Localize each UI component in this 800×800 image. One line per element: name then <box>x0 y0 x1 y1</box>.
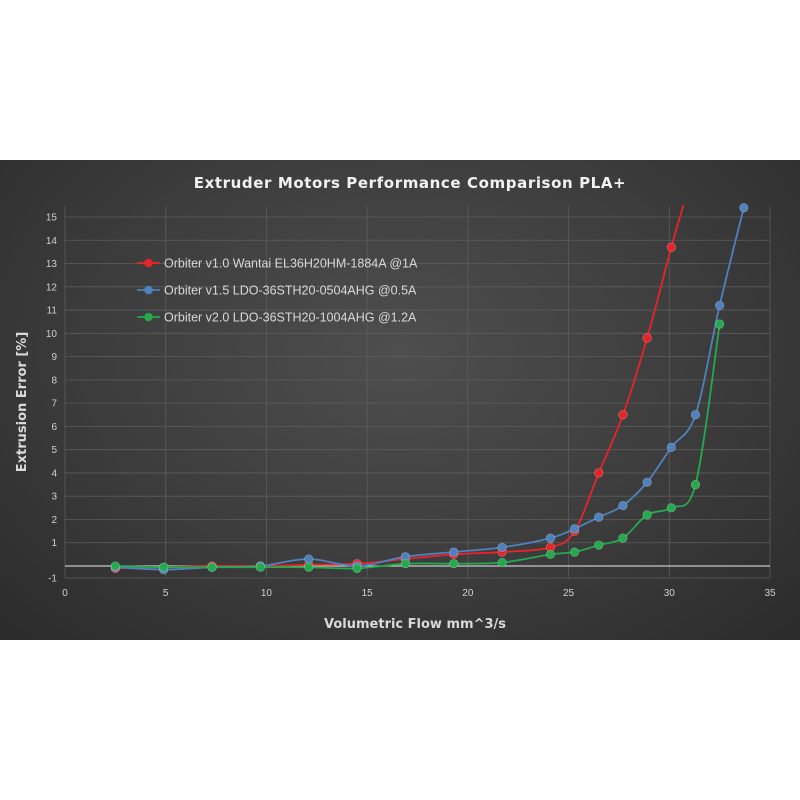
chart-panel: Extruder Motors Performance Comparison P… <box>0 160 800 640</box>
data-point <box>255 562 265 572</box>
data-point <box>304 562 314 572</box>
data-point <box>352 563 362 574</box>
data-point <box>570 524 580 534</box>
y-tick-label: 5 <box>51 445 57 456</box>
y-tick-label: 13 <box>46 259 58 270</box>
y-tick-label: 3 <box>51 492 57 503</box>
grid <box>64 206 771 579</box>
data-point <box>594 512 604 522</box>
series-layer <box>110 203 749 575</box>
y-axis-title: Extrusion Error [%] <box>15 332 30 473</box>
y-tick-label: 14 <box>46 236 58 247</box>
data-point <box>715 300 725 311</box>
legend-item-1: Orbiter v1.0 Wantai EL36H20HM-1884A @1A <box>137 257 418 271</box>
data-point <box>449 547 459 557</box>
x-tick-label: 30 <box>664 588 676 599</box>
data-point <box>690 479 701 490</box>
y-tick-label: 4 <box>51 468 57 479</box>
data-point <box>304 554 314 564</box>
data-point <box>545 549 556 559</box>
x-tick-label: 20 <box>462 588 474 599</box>
data-point <box>449 559 459 569</box>
legend-label: Orbiter v1.5 LDO-36STH20-0504AHG @0.5A <box>164 284 417 298</box>
data-point <box>666 503 676 513</box>
data-point <box>570 547 580 557</box>
data-point <box>642 510 652 520</box>
x-tick-label: 10 <box>261 588 273 599</box>
data-point <box>400 559 411 569</box>
data-point <box>594 468 604 478</box>
x-axis-title: Volumetric Flow mm^3/s <box>324 617 506 632</box>
line-chart: Extruder Motors Performance Comparison P… <box>15 174 776 632</box>
data-point <box>715 319 725 329</box>
data-point <box>618 410 628 420</box>
y-tick-label: 2 <box>51 515 57 526</box>
data-point <box>690 410 701 420</box>
data-point <box>739 203 749 213</box>
x-tick-label: 35 <box>764 588 776 599</box>
data-point <box>642 333 652 343</box>
data-point <box>159 562 169 572</box>
y-tick-label: 7 <box>51 399 57 410</box>
x-tick-label: 0 <box>62 588 68 599</box>
data-point <box>545 533 556 543</box>
y-tick-label: 10 <box>46 329 58 340</box>
y-tick-label: 15 <box>46 213 58 224</box>
legend-label: Orbiter v2.0 LDO-36STH20-1004AHG @1.2A <box>164 311 417 325</box>
data-point <box>497 542 507 552</box>
x-tick-label: 25 <box>563 588 575 599</box>
data-point <box>618 500 628 511</box>
series-3 <box>110 319 725 574</box>
y-tick-label: 6 <box>51 422 57 433</box>
legend-marker <box>144 258 153 268</box>
x-tick-label: 5 <box>163 588 169 599</box>
legend-item-2: Orbiter v1.5 LDO-36STH20-0504AHG @0.5A <box>137 284 417 298</box>
y-tick-label: 11 <box>47 306 58 317</box>
legend-marker <box>144 285 153 295</box>
legend-label: Orbiter v1.0 Wantai EL36H20HM-1884A @1A <box>164 257 418 271</box>
y-tick-label: 9 <box>51 352 57 363</box>
data-point <box>497 557 507 568</box>
y-tick-label: 12 <box>46 282 58 293</box>
data-point <box>110 561 120 571</box>
x-tick-label: 15 <box>362 588 374 599</box>
y-tick-label: 8 <box>51 375 57 386</box>
y-tick-label: -1 <box>48 574 57 585</box>
data-point <box>666 242 676 252</box>
y-tick-label: 1 <box>51 538 57 549</box>
data-point <box>666 442 676 452</box>
legend-item-3: Orbiter v2.0 LDO-36STH20-1004AHG @1.2A <box>137 311 417 325</box>
data-point <box>618 533 628 543</box>
series-line-3 <box>115 323 721 570</box>
legend-marker <box>144 312 153 322</box>
data-point <box>594 540 604 550</box>
data-point <box>207 562 217 572</box>
data-point <box>642 477 652 487</box>
legend: Orbiter v1.0 Wantai EL36H20HM-1884A @1A O… <box>137 257 418 325</box>
chart-title: Extruder Motors Performance Comparison P… <box>194 174 626 192</box>
